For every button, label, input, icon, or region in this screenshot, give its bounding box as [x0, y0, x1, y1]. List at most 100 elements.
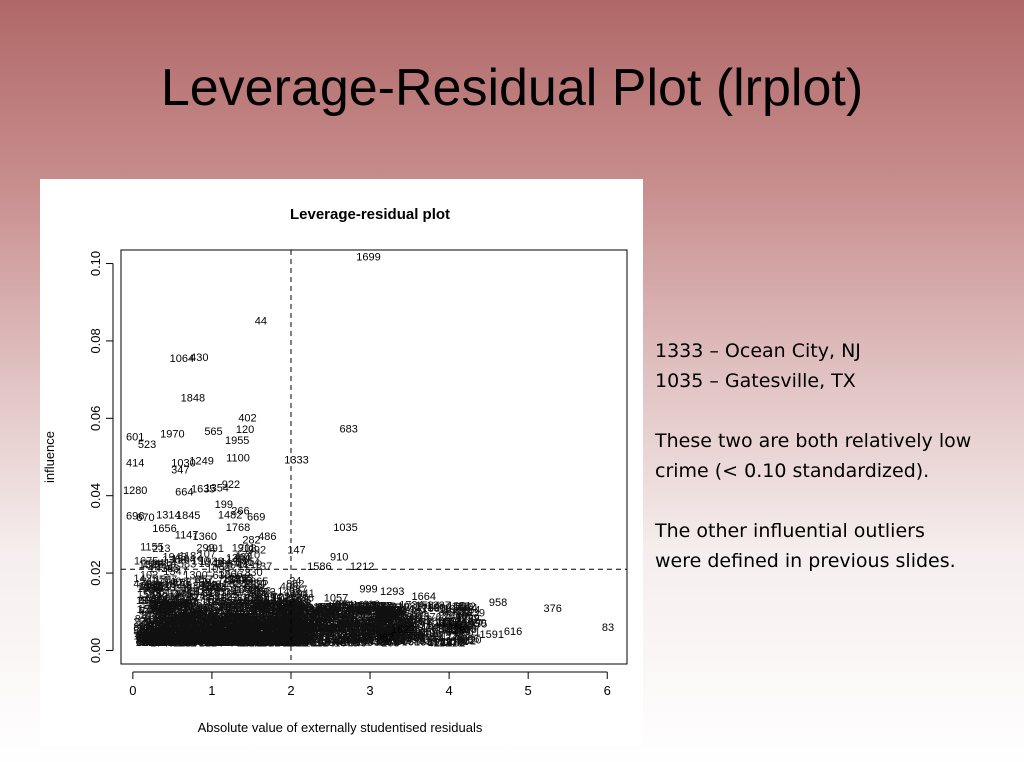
point-label: 430	[190, 352, 208, 364]
overplotted-label: 478	[133, 579, 151, 591]
overplotted-label: 1380	[239, 603, 263, 615]
overplotted-label: 225	[309, 614, 327, 626]
overplotted-label: 1863	[232, 633, 256, 645]
overplotted-label: 600	[144, 629, 162, 641]
overplotted-label: 1529	[276, 625, 300, 637]
overplotted-label: 260	[377, 611, 395, 623]
overplotted-label: 42	[289, 612, 301, 624]
overplotted-label: 1803	[143, 623, 167, 635]
overplotted-label: 1215	[278, 626, 302, 638]
overplotted-label: 1761	[242, 615, 266, 627]
overplotted-label: 1784	[220, 637, 244, 649]
overplotted-label: 1172	[194, 609, 218, 621]
overplotted-label: 800	[458, 614, 476, 626]
overplotted-label: 1045	[228, 635, 252, 647]
overplotted-label: 1247	[187, 591, 211, 603]
overplotted-label: 1562	[149, 559, 173, 571]
overplotted-label: 1499	[400, 635, 424, 647]
point-label: 1333	[284, 455, 308, 467]
overplotted-label: 1517	[263, 624, 287, 636]
overplotted-label: 746	[424, 630, 442, 642]
overplotted-label: 1500	[213, 606, 237, 618]
overplotted-label: 38	[236, 625, 248, 637]
overplotted-label: 1865	[244, 576, 268, 588]
overplotted-label: 1660	[346, 606, 370, 618]
overplotted-label: 1291	[153, 582, 177, 594]
overplotted-label: 1090	[380, 606, 404, 618]
overplotted-label: 59	[444, 616, 456, 628]
overplotted-label: 698	[146, 620, 164, 632]
overplotted-label: 1762	[243, 618, 267, 630]
overplotted-label: 1422	[367, 618, 391, 630]
overplotted-label: 538	[167, 623, 185, 635]
overplotted-label: 1857	[382, 626, 406, 638]
overplotted-label: 385	[374, 617, 392, 629]
overplotted-label: 795	[385, 628, 403, 640]
overplotted-label: 1216	[251, 620, 275, 632]
overplotted-label: 623	[202, 620, 220, 632]
overplotted-label: 1126	[173, 612, 197, 624]
overplotted-label: 334	[178, 611, 196, 623]
overplotted-label: 373	[221, 626, 239, 638]
overplotted-label: 75	[255, 586, 267, 598]
overplotted-label: 163	[213, 626, 231, 638]
overplotted-label: 555	[173, 580, 191, 592]
overplotted-label: 858	[182, 608, 200, 620]
overplotted-label: 1811	[457, 627, 481, 639]
overplotted-label: 1256	[446, 625, 470, 637]
note-line-2: 1035 – Gatesville, TX	[655, 370, 856, 392]
overplotted-label: 599	[375, 608, 393, 620]
overplotted-label: 936	[175, 622, 193, 634]
overplotted-label: 1462	[201, 582, 225, 594]
overplotted-label: 547	[139, 606, 157, 618]
overplotted-label: 561	[145, 628, 163, 640]
overplotted-label: 1496	[227, 575, 251, 587]
overplotted-label: 372	[236, 629, 254, 641]
overplotted-label: 1014	[281, 606, 305, 618]
overplotted-label: 439	[158, 632, 176, 644]
overplotted-label: 241	[279, 632, 297, 644]
overplotted-label: 1042	[199, 558, 223, 570]
overplotted-label: 515	[190, 630, 208, 642]
point-label: 83	[602, 622, 614, 634]
y-tick-label: 0.02	[88, 560, 103, 585]
overplotted-label: 1938	[150, 634, 174, 646]
overplotted-label: 1071	[379, 634, 403, 646]
overplotted-label: 1576	[152, 598, 176, 610]
overplotted-label: 1157	[165, 602, 189, 614]
overplotted-label: 1060	[145, 626, 169, 638]
overplotted-label: 1889	[220, 621, 244, 633]
overplotted-label: 1666	[170, 625, 194, 637]
overplotted-label: 1854	[170, 591, 194, 603]
overplotted-label: 1830	[205, 636, 229, 648]
overplotted-label: 345	[282, 611, 300, 623]
overplotted-label: 1573	[274, 632, 298, 644]
overplotted-label: 1693	[163, 628, 187, 640]
chart-title: Leverage-residual plot	[290, 206, 450, 223]
overplotted-label: 114	[146, 630, 164, 642]
overplotted-label: 1617	[173, 597, 197, 609]
overplotted-label: 1234	[232, 613, 256, 625]
overplotted-label: 35	[458, 606, 470, 618]
overplotted-label: 15	[376, 631, 388, 643]
overplotted-label: 1162	[154, 615, 178, 627]
overplotted-label: 1030	[202, 631, 226, 643]
overplotted-label: 1803	[347, 605, 371, 617]
overplotted-label: 1292	[206, 634, 230, 646]
overplotted-label: 1915	[175, 625, 199, 637]
overplotted-label: 1034	[209, 636, 233, 648]
overplotted-label: 282	[280, 629, 298, 641]
overplotted-label: 940	[205, 633, 223, 645]
overplotted-label: 969	[279, 629, 297, 641]
dense-label-cloud: 1982175867346622273385463315006131173506…	[133, 542, 487, 650]
overplotted-label: 1795	[169, 636, 193, 648]
overplotted-label: 1652	[158, 607, 182, 619]
overplotted-label: 930	[385, 607, 403, 619]
overplotted-label: 1913	[250, 598, 274, 610]
overplotted-label: 1678	[215, 628, 239, 640]
overplotted-label: 266	[215, 559, 233, 571]
overplotted-label: 183	[303, 633, 321, 645]
overplotted-label: 1423	[237, 615, 261, 627]
overplotted-label: 977	[147, 633, 165, 645]
overplotted-label: 1769	[245, 600, 269, 612]
